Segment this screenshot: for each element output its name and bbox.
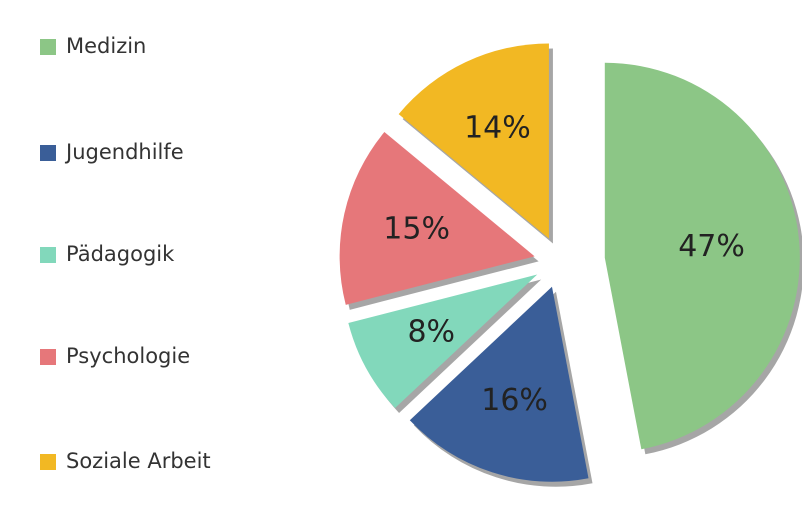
slice	[348, 274, 538, 409]
data-label: 15%	[383, 211, 450, 246]
data-label: 47%	[678, 229, 745, 264]
legend-label: Jugendhilfe	[64, 140, 184, 164]
legend-label: Psychologie	[66, 344, 190, 368]
legend-swatch	[40, 145, 56, 161]
slice	[398, 43, 549, 239]
legend-label: Pädagogik	[66, 242, 175, 266]
data-label: 16%	[481, 383, 548, 418]
data-label: 8%	[407, 314, 455, 349]
legend-label: Medizin	[66, 34, 146, 58]
slice	[339, 132, 535, 305]
legend-swatch	[40, 39, 56, 55]
legend-swatch	[40, 349, 56, 365]
slice	[409, 286, 589, 482]
slice	[604, 62, 800, 450]
legend-swatch	[40, 454, 56, 470]
legend-swatch	[40, 247, 56, 263]
data-label: 14%	[464, 111, 531, 146]
legend-label: Soziale Arbeit	[66, 449, 211, 473]
